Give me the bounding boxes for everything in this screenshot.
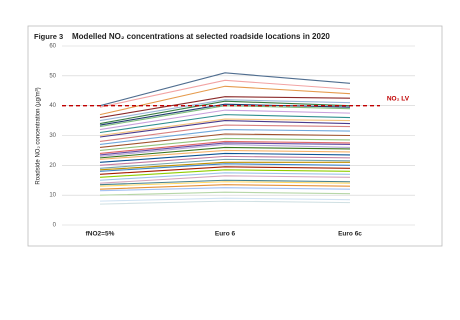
series-line	[99, 197, 351, 202]
series-line	[99, 118, 351, 137]
x-tick-label: Euro 6	[215, 231, 236, 238]
series-line	[99, 161, 350, 171]
chart-title: Modelled NO₂ concentrations at selected …	[72, 32, 330, 41]
y-tick-label: 30	[49, 133, 56, 139]
y-axis-label: Roadside NO₂ concentration (µg/m³)	[36, 87, 42, 184]
series-line	[99, 100, 351, 125]
series-line	[99, 137, 351, 151]
y-tick-label: 10	[49, 193, 56, 199]
series-line	[99, 109, 351, 131]
series-line	[99, 96, 351, 119]
series-line	[99, 120, 351, 138]
limit-label: NO₂ LV	[387, 95, 410, 102]
figure-label: Figure 3	[34, 32, 63, 41]
x-tick-label: fNO2=5%	[86, 231, 115, 238]
series-line	[99, 163, 351, 172]
series-line	[99, 175, 351, 184]
series-line	[99, 179, 351, 186]
y-tick-label: 0	[53, 223, 57, 229]
series-line	[99, 79, 351, 108]
series-line	[99, 124, 351, 143]
series-line	[99, 172, 351, 181]
series-line	[99, 169, 351, 178]
series-line	[99, 99, 351, 122]
y-tick-label: 40	[49, 103, 56, 109]
series-line	[99, 146, 351, 159]
chart-frame	[27, 25, 443, 247]
series-line	[99, 149, 351, 160]
series-line	[99, 133, 351, 148]
series-line	[99, 143, 351, 157]
series-line	[99, 166, 351, 175]
series-line	[99, 142, 351, 156]
series-line	[99, 184, 351, 190]
series-line	[99, 140, 351, 154]
series-line	[99, 128, 351, 145]
series-line	[99, 114, 351, 134]
x-tick-label: Euro 6c	[338, 231, 362, 238]
series-line	[99, 155, 351, 166]
series-line	[99, 152, 351, 163]
series-line	[99, 200, 351, 205]
series-line	[99, 158, 351, 169]
y-tick-label: 60	[49, 44, 56, 50]
y-tick-label: 20	[49, 163, 56, 169]
series-line	[99, 191, 351, 196]
series-line	[99, 187, 351, 192]
series-line	[99, 181, 351, 187]
series-line	[99, 72, 351, 107]
y-tick-label: 50	[49, 73, 56, 79]
